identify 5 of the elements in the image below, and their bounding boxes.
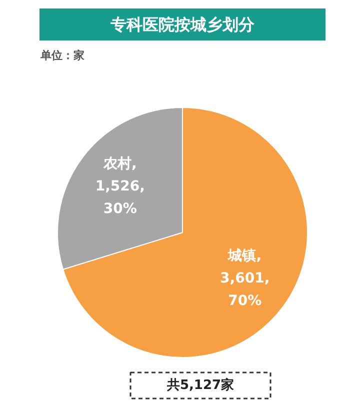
chart-title: 专科医院按城乡划分 [110, 15, 256, 34]
slice-label: 城镇, 3,601, 70% [220, 248, 270, 309]
slice-label: 农村, 1,526, 30% [95, 156, 145, 217]
chart-subtitle: 单位：家 [40, 49, 84, 62]
text: 共5,127家 [166, 377, 234, 393]
